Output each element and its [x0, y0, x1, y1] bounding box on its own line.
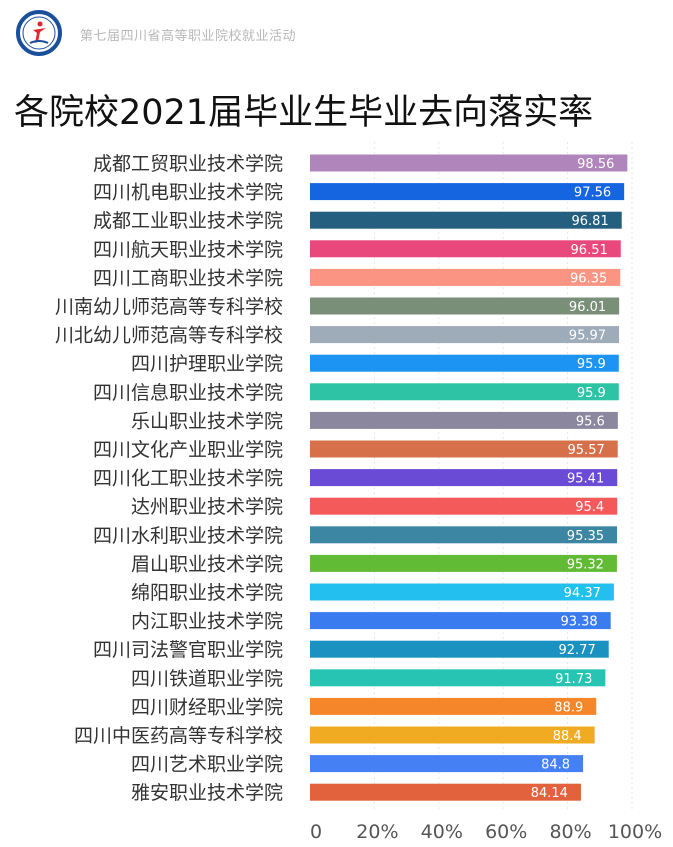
data-label: 96.01	[569, 300, 606, 315]
category-label: 四川护理职业学院	[131, 353, 283, 375]
x-tick-label: 40%	[421, 821, 463, 843]
bar	[310, 755, 584, 773]
category-label: 成都工业职业技术学院	[93, 210, 283, 232]
bar	[310, 211, 622, 229]
category-label: 四川机电职业技术学院	[93, 182, 283, 204]
bar	[310, 612, 611, 630]
bar	[310, 726, 595, 744]
bar	[310, 354, 619, 372]
category-label: 四川司法警官职业学院	[93, 639, 283, 661]
data-label: 88.9	[554, 700, 583, 715]
category-label: 四川信息职业技术学院	[93, 382, 283, 404]
category-label: 内江职业技术学院	[131, 611, 283, 633]
bar	[310, 326, 620, 344]
category-label: 雅安职业技术学院	[131, 782, 283, 804]
data-label: 96.51	[571, 243, 608, 258]
bar	[310, 268, 621, 286]
bar	[310, 640, 609, 658]
category-label: 川北幼儿师范高等专科学校	[55, 325, 283, 347]
data-label: 84.8	[541, 758, 570, 773]
category-label: 四川水利职业技术学院	[93, 525, 283, 547]
x-tick-label: 60%	[485, 821, 527, 843]
x-tick-label: 100%	[608, 821, 662, 843]
category-label: 四川艺术职业学院	[131, 754, 283, 776]
bar	[310, 240, 621, 258]
data-label: 95.57	[568, 443, 605, 458]
data-label: 97.56	[574, 186, 611, 201]
data-label: 95.97	[569, 329, 606, 344]
bar	[310, 554, 617, 572]
data-label: 95.4	[575, 500, 604, 515]
data-label: 88.4	[553, 729, 582, 744]
data-label: 91.73	[555, 672, 592, 687]
data-label: 96.35	[570, 271, 607, 286]
category-label: 四川中医药高等专科学校	[74, 725, 283, 747]
bar	[310, 383, 619, 401]
category-label: 眉山职业技术学院	[131, 553, 283, 575]
category-label: 四川航天职业技术学院	[93, 239, 283, 261]
category-label: 达州职业技术学院	[131, 496, 283, 518]
category-label: 四川文化产业职业学院	[93, 439, 283, 461]
category-label: 绵阳职业技术学院	[131, 582, 283, 604]
category-label: 乐山职业技术学院	[131, 410, 283, 432]
data-label: 94.37	[564, 586, 601, 601]
x-tick-label: 20%	[356, 821, 398, 843]
category-label: 成都工贸职业技术学院	[93, 153, 283, 175]
bar	[310, 583, 614, 601]
bar	[310, 154, 628, 172]
data-label: 84.14	[531, 786, 568, 801]
bar	[310, 783, 581, 801]
data-label: 95.35	[567, 529, 604, 544]
data-label: 96.81	[572, 214, 609, 229]
bar	[310, 669, 606, 687]
x-tick-label: 0	[310, 821, 322, 843]
chart-title: 各院校2021届毕业生毕业去向落实率	[14, 93, 594, 133]
bar	[310, 469, 618, 487]
x-tick-label: 80%	[549, 821, 591, 843]
category-label: 四川工商职业技术学院	[93, 267, 283, 289]
category-label: 川南幼儿师范高等专科学校	[55, 296, 283, 318]
bar	[310, 497, 618, 515]
bar	[310, 440, 618, 458]
data-label: 95.9	[577, 357, 606, 372]
data-label: 95.41	[567, 472, 604, 487]
header-subtitle: 第七届四川省高等职业院校就业活动	[80, 29, 297, 44]
data-label: 92.77	[559, 643, 596, 658]
category-label: 四川铁道职业学院	[131, 668, 283, 690]
data-label: 93.38	[560, 615, 597, 630]
bar	[310, 411, 618, 429]
bar	[310, 183, 625, 201]
data-label: 98.56	[577, 157, 614, 172]
bar	[310, 526, 618, 544]
data-label: 95.9	[577, 386, 606, 401]
category-label: 四川财经职业学院	[131, 696, 283, 718]
bar	[310, 297, 620, 315]
category-label: 四川化工职业技术学院	[93, 468, 283, 490]
bar	[310, 697, 597, 715]
data-label: 95.6	[576, 414, 605, 429]
data-label: 95.32	[567, 557, 604, 572]
logo	[16, 10, 62, 56]
